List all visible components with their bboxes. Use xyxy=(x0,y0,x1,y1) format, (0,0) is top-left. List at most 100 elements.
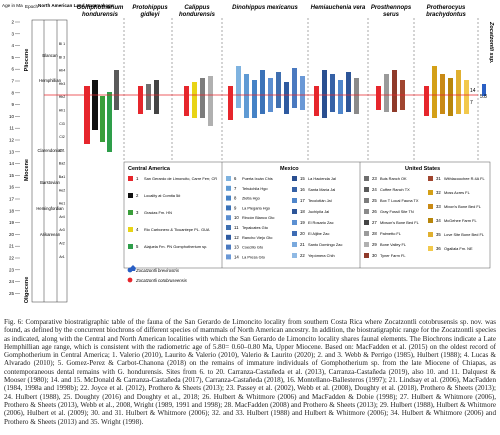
stage-label: Hh4 xyxy=(59,69,66,73)
age-tick-label: 9 xyxy=(11,102,14,107)
nalma-header: North American Land Mammal age xyxy=(38,3,114,8)
legend-number: 6 xyxy=(234,176,237,181)
taxon-prosthennops: Prosthennops xyxy=(371,5,412,11)
legend-label: Santa María Jal xyxy=(308,187,335,192)
legend-number: 3 xyxy=(136,210,139,215)
legend-swatch xyxy=(226,254,231,260)
age-tick-label: 18 xyxy=(9,208,15,213)
age-tick-label: 8 xyxy=(11,90,14,95)
age-tick-label: 10 xyxy=(9,114,15,119)
legend-swatch xyxy=(428,246,433,251)
nalma-label: Blancan xyxy=(42,53,58,58)
legend-label: Gracias Fm. HN xyxy=(144,210,172,215)
legend-label: Puerta Ixcán Chis xyxy=(242,176,273,181)
legend-symbol-label: Zocatzontli cotobruseensis xyxy=(135,278,188,283)
legend-label: Love Site Bone Bed FL xyxy=(444,232,485,237)
legend-swatch xyxy=(428,218,433,223)
biostratigraphic-figure: Age in Ma Epoch North American Land Mamm… xyxy=(2,3,494,304)
age-tick-label: 2 xyxy=(11,20,14,25)
legend-label: Alajuela Fm. PN Gomphotherium sp. xyxy=(144,244,207,249)
legend-label: Withlacoochee R.4A FL xyxy=(444,176,485,181)
legend-swatch xyxy=(226,244,231,250)
legend-swatch xyxy=(292,198,297,203)
legend-number: 21 xyxy=(300,242,305,247)
nalma-label: Hemphillian xyxy=(39,78,62,83)
legend-swatch xyxy=(226,185,231,191)
age-header: Age in Ma xyxy=(2,3,23,8)
legend-number: 32 xyxy=(436,190,441,195)
age-tick-label: 14 xyxy=(9,161,15,166)
legend-number: 4 xyxy=(136,227,139,232)
epoch-label: Miocene xyxy=(24,159,30,181)
stage-label: Cl2 xyxy=(59,135,64,139)
legend-swatch xyxy=(226,205,231,211)
age-tick-label: 25 xyxy=(9,291,15,296)
legend-number: 26 xyxy=(372,209,377,214)
taxon-protherocyus: Protherocyus xyxy=(427,5,466,11)
legend-number: 36 xyxy=(436,246,441,251)
legend-number: 2 xyxy=(136,193,139,198)
epoch-label: Oligocene xyxy=(24,277,30,304)
legend-number: 15 xyxy=(300,176,305,181)
age-tick-label: 13 xyxy=(9,149,15,154)
legend-number: 29 xyxy=(372,242,377,247)
legend-swatch xyxy=(364,242,369,247)
legend-swatch xyxy=(428,204,433,209)
epoch-label: Pliocene xyxy=(24,49,30,72)
legend-central-america-items: 1 San Gerardo de Limoncito, Carre Ferr, C… xyxy=(128,176,217,249)
legend-number: 27 xyxy=(372,220,377,225)
figure-caption: Fig. 6: Comparative biostratigraphic tab… xyxy=(4,318,496,426)
legend-swatch xyxy=(364,187,369,192)
legend-swatch xyxy=(128,176,133,181)
legend-label: El Aljibe Zac xyxy=(308,231,329,236)
legend-swatch xyxy=(128,244,133,249)
taxon-zocatzontli: Zocatzontli ssp. xyxy=(488,21,494,64)
epoch-header: Epoch xyxy=(25,4,38,9)
legend-swatch xyxy=(292,231,297,236)
legend-label: Yepómera Chih xyxy=(308,253,335,258)
legend-mexico-items: 6 Puerta Ixcán Chis 7 Tehuichila Hgo 8 Zietla… xyxy=(226,176,342,260)
legend-us-items: 23 Buis Ranch OK 24 Coffee Ranch TX 25 Box T … xyxy=(364,176,485,258)
age-tick-label: 16 xyxy=(9,185,15,190)
stage-label: Hh1 xyxy=(59,109,66,113)
legend-symbol-icon xyxy=(127,277,133,283)
legend-number: 12 xyxy=(234,235,239,240)
right-value-1: 14 xyxy=(470,88,476,94)
legend-swatch xyxy=(226,234,231,240)
legend-number: 24 xyxy=(372,187,377,192)
taxon-protohippus-2: gidleyi xyxy=(139,12,159,18)
legend-label: Tepalcates Gto xyxy=(242,225,268,230)
age-tick-label: 7 xyxy=(11,79,14,84)
age-tick-label: 3 xyxy=(11,31,14,36)
stage-label: Ar2 xyxy=(59,242,65,246)
taxon-gomphotherium: Gomphotherium xyxy=(77,5,124,11)
legend-title-united-states: United States xyxy=(405,166,440,172)
stage-label: He2 xyxy=(59,188,66,192)
legend-swatch xyxy=(128,193,133,198)
legend-number: 34 xyxy=(436,218,441,223)
stage-label: Bl 3 xyxy=(59,55,65,59)
legend-swatch xyxy=(364,198,369,203)
legend-label: Tehuichila Hgo xyxy=(242,186,268,191)
stage-label: Ba2 xyxy=(59,162,65,166)
legend-swatch xyxy=(364,231,369,236)
age-tick-label: 17 xyxy=(9,197,15,202)
legend-swatch xyxy=(292,209,297,214)
age-tick-label: 6 xyxy=(11,67,14,72)
legend-number: 7 xyxy=(234,186,237,191)
age-tick-label: 5 xyxy=(11,55,14,60)
taxon-gomphotherium-2: hondurensis xyxy=(82,12,119,18)
taxon-hemiauchenia: Hemiauchenia vera xyxy=(311,5,366,11)
legend-number: 9 xyxy=(234,205,237,210)
nalma-label: Clarendonian xyxy=(38,148,64,153)
taxon-calippus: Calippus xyxy=(184,5,210,11)
legend-label: Moss Acres FL xyxy=(444,190,471,195)
legend-number: 5 xyxy=(136,244,139,249)
legend-number: 8 xyxy=(234,196,237,201)
right-value-3: 7 xyxy=(470,100,473,106)
age-tick-label: 4 xyxy=(11,43,14,48)
legend-label: Santo Domingo Zac xyxy=(308,242,342,247)
legend-swatch xyxy=(428,232,433,237)
legend-label: San Gerardo de Limoncito, Carre Ferr, CR xyxy=(144,176,217,181)
legend-number: 14 xyxy=(234,254,239,259)
